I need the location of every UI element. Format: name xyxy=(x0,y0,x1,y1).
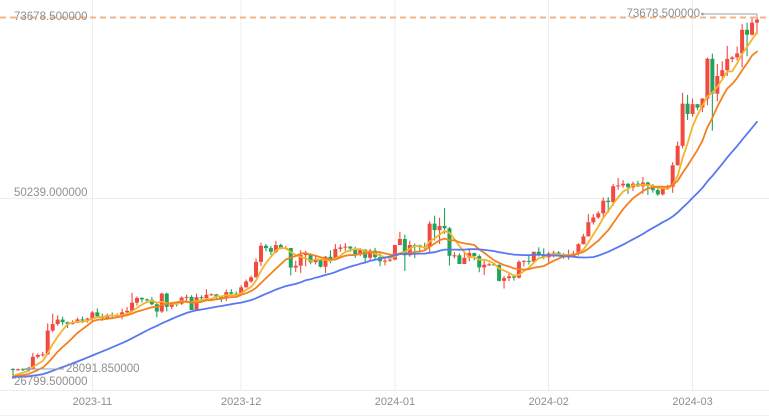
x-axis-label-2023-11: 2023-11 xyxy=(72,396,113,408)
y-axis-max-label: 73678.500000 xyxy=(14,11,88,23)
x-axis-label-2024-01: 2024-01 xyxy=(374,396,416,408)
y-axis-min-label: 26799.500000 xyxy=(14,376,88,388)
x-axis-label-2023-12: 2023-12 xyxy=(220,396,262,408)
y-axis-mid-label: 50239.000000 xyxy=(14,187,88,199)
last-price-callout-label: 73678.500000 xyxy=(626,8,700,20)
x-axis-label-2024-03: 2024-03 xyxy=(672,396,713,408)
x-axis-label-2024-02: 2024-02 xyxy=(528,396,569,408)
open-ref-callout-label: 28091.850000 xyxy=(66,363,140,375)
